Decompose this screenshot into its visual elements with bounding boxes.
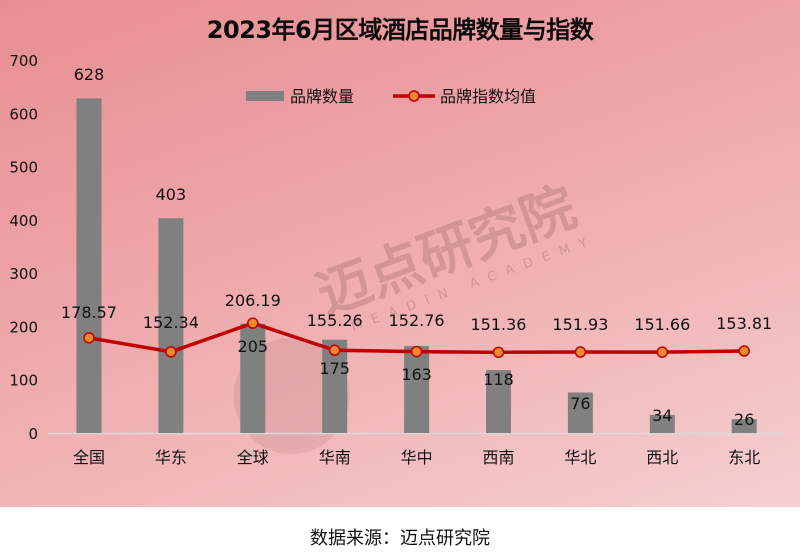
x-category-label: 西南 — [482, 448, 514, 467]
bar-brand-count — [240, 323, 266, 433]
bar-value-label: 163 — [401, 365, 432, 384]
y-tick-label: 0 — [28, 425, 38, 443]
line-value-label: 151.93 — [552, 315, 608, 334]
bar-value-label: 403 — [156, 185, 187, 204]
x-category-label: 全国 — [73, 448, 105, 467]
line-marker — [738, 345, 750, 357]
x-category-label: 全球 — [237, 448, 269, 467]
line-value-label: 153.81 — [716, 314, 772, 333]
line-value-label: 151.36 — [471, 315, 527, 334]
bar-brand-count — [486, 370, 511, 433]
x-category-label: 华南 — [319, 448, 351, 467]
bar-brand-count — [158, 218, 184, 433]
bar-brand-count — [76, 98, 102, 433]
bar-value-label: 628 — [74, 65, 105, 84]
bar-brand-count — [567, 392, 593, 433]
bar-value-label: 26 — [734, 410, 754, 429]
chart-title: 2023年6月区域酒店品牌数量与指数 — [206, 16, 594, 44]
x-category-label: 华东 — [155, 448, 187, 467]
bar-brand-count — [731, 419, 757, 433]
bar-value-label: 34 — [652, 406, 672, 425]
line-value-label: 178.57 — [61, 303, 117, 322]
legend-bar-label: 品牌数量 — [290, 87, 354, 106]
y-tick-label: 600 — [9, 105, 38, 123]
bar-brand-count — [649, 414, 675, 433]
bar-value-label: 175 — [319, 359, 350, 378]
legend-bar-swatch-icon — [246, 91, 284, 101]
bar-brand-count — [404, 346, 430, 433]
line-marker — [83, 332, 95, 344]
data-source-caption: 数据来源：迈点研究院 — [310, 528, 490, 549]
x-category-label: 东北 — [728, 448, 760, 467]
bar-value-label: 76 — [570, 394, 590, 413]
legend-line-label: 品牌指数均值 — [440, 87, 536, 106]
line-marker — [247, 317, 259, 329]
bar-value-label: 205 — [238, 337, 269, 356]
x-category-label: 华中 — [401, 448, 433, 467]
line-value-label: 155.26 — [307, 311, 363, 330]
line-marker — [656, 346, 669, 358]
chart-panel: 2023年6月区域酒店品牌数量与指数 迈点研究院 MEADIN ACADEMY 0 1… — [0, 0, 800, 507]
bar-value-label: 118 — [483, 370, 514, 389]
y-tick-label: 500 — [9, 159, 38, 177]
line-value-label: 151.66 — [634, 315, 690, 334]
y-tick-label: 700 — [9, 52, 38, 70]
line-marker — [165, 346, 177, 358]
line-value-label: 152.76 — [389, 311, 445, 330]
line-marker — [410, 345, 423, 358]
line-marker — [492, 346, 505, 359]
line-marker — [574, 346, 587, 358]
line-marker — [328, 344, 341, 357]
x-category-label: 西北 — [646, 448, 678, 467]
line-value-label: 206.19 — [225, 291, 281, 310]
y-tick-label: 400 — [9, 212, 38, 230]
legend-line-marker-icon — [408, 90, 420, 102]
x-category-label: 华北 — [564, 448, 596, 467]
y-tick-label: 200 — [9, 318, 38, 336]
line-value-label: 152.34 — [143, 313, 199, 332]
y-tick-label: 300 — [9, 265, 38, 283]
y-tick-label: 100 — [9, 372, 38, 390]
